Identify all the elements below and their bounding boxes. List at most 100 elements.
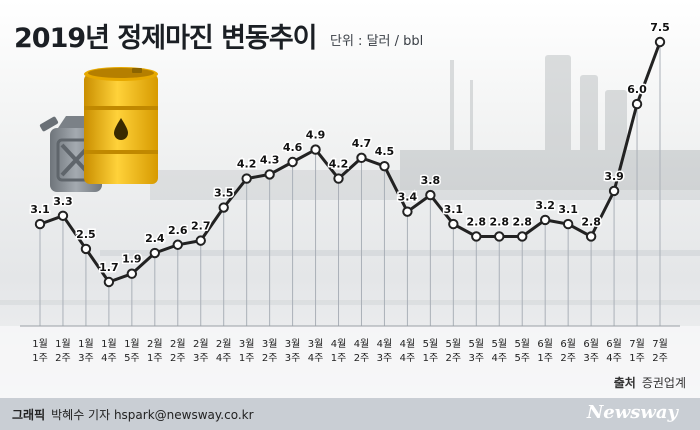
- source-note: 출처 증권업계: [614, 374, 686, 391]
- data-label: 4.7: [352, 137, 372, 150]
- data-point: [379, 160, 390, 172]
- data-point: [654, 36, 666, 48]
- tick-label-week: 1주: [331, 353, 347, 364]
- data-label: 2.4: [145, 232, 165, 245]
- tick-label-week: 2주: [55, 353, 71, 364]
- tick-label-month: 5월: [469, 338, 485, 350]
- tick-label-month: 4월: [400, 338, 416, 350]
- data-label: 6.0: [627, 83, 647, 96]
- credit-text: 박혜수 기자 hspark@newsway.co.kr: [51, 408, 254, 422]
- data-point: [425, 189, 436, 201]
- tick-label-week: 5주: [124, 353, 140, 364]
- source-label: 출처: [613, 376, 636, 390]
- graphic-credit: 그래픽 박혜수 기자 hspark@newsway.co.kr: [12, 406, 254, 423]
- data-point: [57, 210, 69, 221]
- tick-label-week: 5주: [514, 353, 530, 364]
- data-point: [218, 202, 229, 213]
- data-label: 1.7: [99, 261, 119, 274]
- tick-label-month: 1월: [124, 338, 140, 350]
- tick-label-week: 2주: [446, 353, 462, 364]
- tick-label-month: 3월: [239, 338, 255, 350]
- tick-label-week: 4주: [606, 353, 622, 364]
- data-point: [103, 276, 115, 288]
- data-label: 2.8: [490, 215, 510, 228]
- data-point: [333, 173, 344, 184]
- tick-label-week: 2주: [354, 353, 370, 364]
- data-point: [402, 206, 413, 217]
- tick-label-week: 4주: [400, 353, 416, 364]
- tick-label-month: 6월: [606, 338, 622, 350]
- tick-label-week: 4주: [308, 353, 324, 364]
- data-label: 2.8: [467, 215, 487, 228]
- tick-label-month: 4월: [331, 338, 347, 350]
- axis-band: [0, 326, 700, 398]
- tick-label-week: 3주: [377, 353, 393, 364]
- data-point: [356, 152, 367, 164]
- tick-label-week: 1주: [32, 353, 48, 364]
- tick-label-week: 1주: [423, 353, 439, 364]
- tick-label-week: 2주: [170, 353, 186, 364]
- data-point: [608, 185, 620, 197]
- data-label: 2.6: [168, 224, 188, 237]
- tick-label-month: 1월: [55, 338, 71, 350]
- data-label: 3.4: [398, 191, 418, 204]
- data-label: 3.8: [421, 174, 441, 187]
- data-label: 4.2: [237, 158, 257, 171]
- tick-label-month: 5월: [446, 338, 462, 350]
- tick-label-month: 6월: [560, 338, 576, 350]
- tick-label-week: 1주: [147, 353, 163, 364]
- tick-label-month: 7월: [629, 338, 645, 350]
- tick-label-week: 4주: [491, 353, 507, 364]
- data-point: [241, 173, 252, 184]
- data-label: 2.5: [76, 228, 96, 241]
- source-name: 증권업계: [641, 376, 686, 390]
- unit-label: 단위 : 달러 / bbl: [330, 34, 424, 49]
- tick-label-week: 2주: [652, 353, 668, 364]
- data-label: 3.1: [444, 203, 464, 216]
- tick-label-month: 3월: [285, 338, 301, 350]
- data-label: 3.3: [53, 195, 73, 208]
- data-label: 7.5: [650, 21, 670, 34]
- data-point: [448, 218, 459, 230]
- data-label: 3.1: [558, 203, 578, 216]
- data-label: 4.3: [260, 153, 280, 166]
- data-point: [494, 231, 505, 242]
- data-point: [539, 214, 551, 226]
- data-label: 4.5: [375, 145, 395, 158]
- tick-label-month: 1월: [78, 338, 94, 350]
- credit-label: 그래픽: [12, 408, 46, 422]
- data-point: [471, 231, 482, 242]
- tick-label-week: 3주: [193, 353, 209, 364]
- tick-label-week: 3주: [469, 353, 485, 364]
- data-point: [562, 218, 574, 230]
- tick-label-month: 4월: [377, 338, 393, 350]
- tick-label-month: 6월: [583, 338, 599, 350]
- data-label: 2.7: [191, 220, 211, 233]
- page-title: 2019년 정제마진 변동추이: [14, 23, 318, 54]
- tick-label-month: 2월: [216, 338, 232, 350]
- data-label: 3.1: [30, 203, 50, 216]
- tick-label-month: 1월: [32, 338, 48, 350]
- newsway-logo: Newsway: [586, 402, 678, 423]
- tick-label-week: 2주: [262, 353, 278, 364]
- data-point: [80, 243, 92, 255]
- data-label: 3.9: [604, 170, 624, 183]
- tick-label-week: 3주: [285, 353, 301, 364]
- data-point: [126, 268, 138, 279]
- tick-label-month: 5월: [423, 338, 439, 350]
- tick-label-week: 3주: [583, 353, 599, 364]
- tick-label-week: 1주: [537, 353, 553, 364]
- tick-label-month: 3월: [308, 338, 324, 350]
- tick-label-week: 4주: [101, 353, 117, 364]
- data-point: [631, 98, 643, 110]
- line-chart: 3.13.32.51.71.92.42.6 2.73.54.2 4.34.64.94…: [20, 20, 680, 364]
- tick-label-week: 4주: [216, 353, 232, 364]
- tick-label-month: 4월: [354, 338, 370, 350]
- data-label: 3.5: [214, 187, 234, 200]
- tick-label-month: 2월: [193, 338, 209, 350]
- data-label: 4.6: [283, 141, 303, 154]
- data-label: 4.9: [306, 129, 326, 142]
- data-point: [310, 144, 321, 155]
